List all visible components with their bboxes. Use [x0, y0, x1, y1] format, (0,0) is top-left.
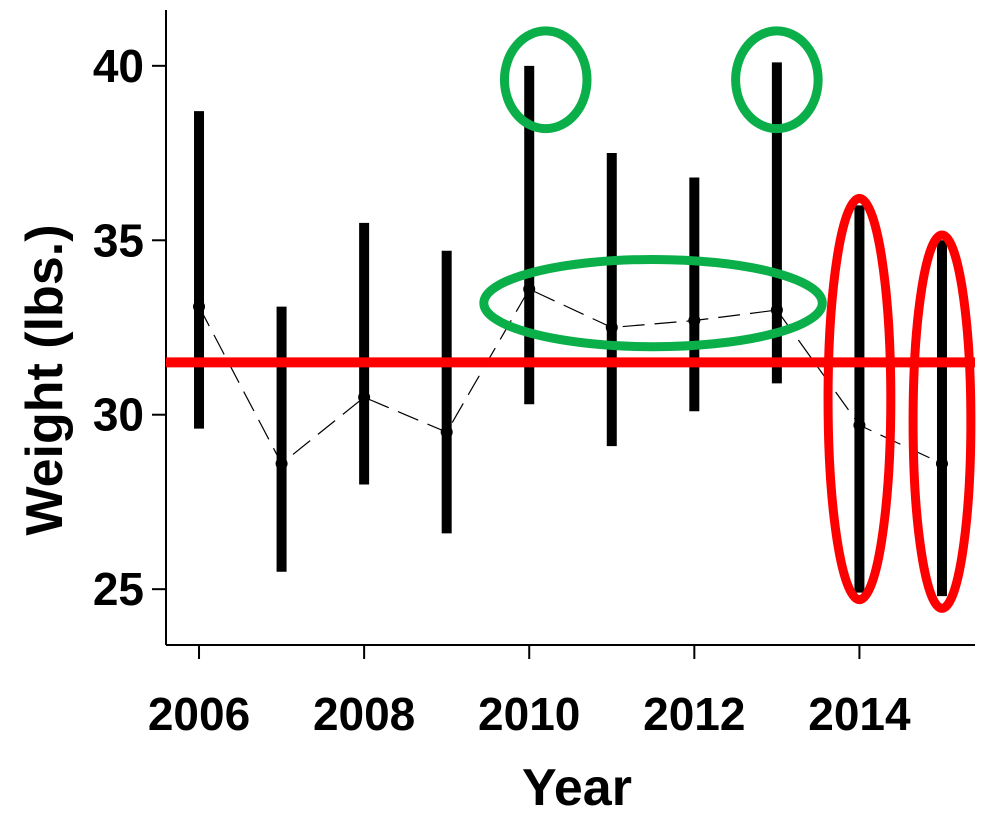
mean-point — [440, 426, 453, 439]
red-highlight-ellipse — [908, 230, 976, 613]
y-tick-label: 30 — [93, 389, 144, 441]
y-tick-label: 25 — [93, 563, 144, 615]
x-tick-label: 2014 — [808, 688, 911, 740]
green-highlight-ellipse — [479, 254, 827, 352]
x-tick-label: 2010 — [478, 688, 580, 740]
mean-point — [605, 321, 618, 334]
axes — [165, 10, 975, 646]
red-highlight-ellipse — [823, 193, 896, 605]
y-ticks: 25 30 35 40 — [93, 40, 166, 615]
mean-point — [853, 419, 866, 432]
mean-point — [523, 283, 536, 296]
annotation-ellipses — [479, 26, 976, 613]
x-tick-label: 2012 — [643, 688, 745, 740]
mean-point — [688, 314, 701, 327]
mean-point — [935, 457, 948, 470]
error-bars — [194, 62, 947, 597]
x-tick-label: 2008 — [313, 688, 415, 740]
mean-point — [193, 300, 206, 313]
x-ticks: 2006 2008 2010 2012 2014 — [148, 645, 911, 740]
green-highlight-ellipse — [731, 26, 823, 134]
x-axis-title: Year — [522, 759, 632, 813]
y-axis-title: Weight (lbs.) — [16, 224, 74, 535]
trend-line-group — [198, 288, 943, 465]
y-tick-label: 35 — [93, 214, 144, 266]
mean-point — [770, 304, 783, 317]
x-tick-label: 2006 — [148, 688, 250, 740]
mean-point — [358, 391, 371, 404]
mean-points — [193, 283, 948, 470]
y-tick-label: 40 — [93, 40, 144, 92]
trend-line — [198, 288, 943, 465]
mean-point — [275, 457, 288, 470]
green-highlight-ellipse — [499, 26, 592, 134]
